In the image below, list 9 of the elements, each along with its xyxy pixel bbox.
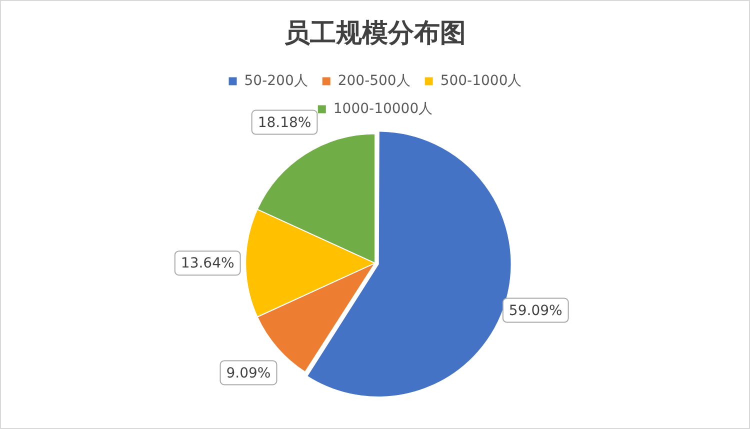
legend-label: 50-200人: [244, 72, 308, 89]
chart-title: 员工规模分布图: [284, 18, 466, 48]
legend-label: 200-500人: [338, 72, 410, 89]
data-label: 13.64%: [180, 256, 234, 272]
legend-label: 500-1000人: [440, 72, 522, 89]
legend-label: 1000-10000人: [333, 100, 433, 117]
data-label: 18.18%: [258, 114, 312, 131]
data-label: 59.09%: [508, 302, 562, 319]
data-label: 9.09%: [226, 365, 271, 382]
